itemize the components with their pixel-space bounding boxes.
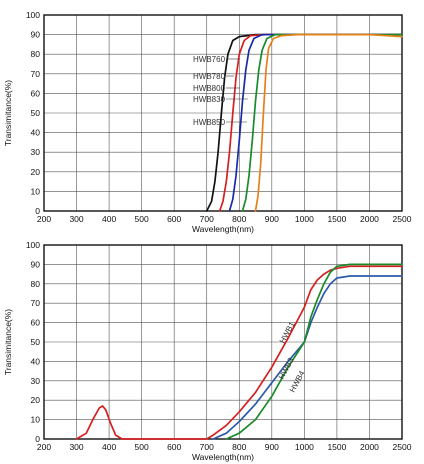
series-label-hwb800: HWB800 xyxy=(193,84,226,93)
series-line-hwb4 xyxy=(225,263,403,440)
y-tick-label: 10 xyxy=(31,415,41,425)
x-tick-labels: 200 300 400 500 600 700 800 900 1000 1500 2000 2500 xyxy=(37,442,412,452)
x-tick-label: 2500 xyxy=(393,214,412,224)
y-tick-label: 0 xyxy=(35,206,40,216)
x-tick-labels: 200 300 400 500 600 700 800 900 1000 1500 2000 2500 xyxy=(37,214,412,224)
series-label-hwb780: HWB780 xyxy=(193,72,226,81)
y-tick-label: 40 xyxy=(31,128,41,138)
y-tick-label: 60 xyxy=(31,318,41,328)
y-tick-label: 100 xyxy=(26,240,40,250)
x-tick-label: 400 xyxy=(102,214,116,224)
x-tick-label: 2500 xyxy=(393,442,412,452)
y-tick-label: 70 xyxy=(31,298,41,308)
x-axis-title: Wavelength(nm) xyxy=(192,224,254,234)
y-tick-label: 90 xyxy=(31,259,41,269)
curves xyxy=(75,263,403,440)
y-tick-label: 50 xyxy=(31,108,41,118)
x-tick-label: 900 xyxy=(265,442,279,452)
y-tick-label: 70 xyxy=(31,69,41,79)
x-tick-label: 700 xyxy=(200,442,214,452)
x-tick-label: 1000 xyxy=(295,214,314,224)
series-labels: HWB760 HWB780 HWB800 HWB830 HWB850 xyxy=(193,55,248,127)
y-tick-label: 30 xyxy=(31,147,41,157)
x-tick-label: 1500 xyxy=(327,442,346,452)
series-line-hwb1 xyxy=(75,265,403,440)
x-tick-label: 600 xyxy=(167,442,181,452)
plot-frame xyxy=(43,14,403,212)
x-tick-label: 400 xyxy=(102,442,116,452)
y-tick-label: 20 xyxy=(31,395,41,405)
grid-lines xyxy=(44,15,402,211)
series-line-hwb3 xyxy=(212,275,403,440)
y-tick-label: 90 xyxy=(31,30,41,40)
y-tick-label: 60 xyxy=(31,88,41,98)
series-label-hwb850: HWB850 xyxy=(193,118,226,127)
y-axis-title: Transimitance(%) xyxy=(3,309,13,375)
x-tick-label: 300 xyxy=(69,214,83,224)
series-label-hwb1: HWB1 xyxy=(278,320,297,345)
y-tick-labels: 0 10 20 30 40 50 60 70 80 90 100 xyxy=(26,240,40,444)
x-tick-label: 500 xyxy=(135,442,149,452)
grid-lines xyxy=(44,245,402,439)
y-axis-title: Transimitance(%) xyxy=(3,80,13,146)
x-tick-label: 300 xyxy=(69,442,83,452)
y-tick-label: 20 xyxy=(31,167,41,177)
y-tick-label: 100 xyxy=(26,10,40,20)
y-tick-labels: 0 10 20 30 40 50 60 70 80 90 100 xyxy=(26,10,40,216)
x-tick-label: 1000 xyxy=(295,442,314,452)
series-line-hwb800 xyxy=(228,33,403,212)
series-label-hwb830: HWB830 xyxy=(193,95,226,104)
x-tick-label: 500 xyxy=(135,214,149,224)
y-tick-label: 30 xyxy=(31,376,41,386)
x-tick-label: 200 xyxy=(37,442,51,452)
y-tick-label: 80 xyxy=(31,49,41,59)
y-tick-label: 0 xyxy=(35,434,40,444)
series-line-hwb850 xyxy=(254,33,403,212)
x-tick-label: 1500 xyxy=(327,214,346,224)
x-tick-label: 2000 xyxy=(360,214,379,224)
y-tick-label: 40 xyxy=(31,356,41,366)
x-axis-title: Wavelength(nm) xyxy=(192,452,254,462)
x-tick-label: 700 xyxy=(200,214,214,224)
x-tick-label: 800 xyxy=(232,214,246,224)
x-tick-label: 200 xyxy=(37,214,51,224)
x-tick-label: 900 xyxy=(265,214,279,224)
series-label-hwb760: HWB760 xyxy=(193,55,226,64)
x-tick-label: 800 xyxy=(232,442,246,452)
x-tick-label: 600 xyxy=(167,214,181,224)
plot-frame xyxy=(43,244,403,440)
y-tick-label: 50 xyxy=(31,337,41,347)
y-tick-label: 80 xyxy=(31,279,41,289)
series-label-hwb3: HWB3 xyxy=(277,356,296,381)
curves xyxy=(205,33,403,212)
series-label-hwb4: HWB4 xyxy=(288,369,307,394)
y-tick-label: 10 xyxy=(31,186,41,196)
x-tick-label: 2000 xyxy=(360,442,379,452)
